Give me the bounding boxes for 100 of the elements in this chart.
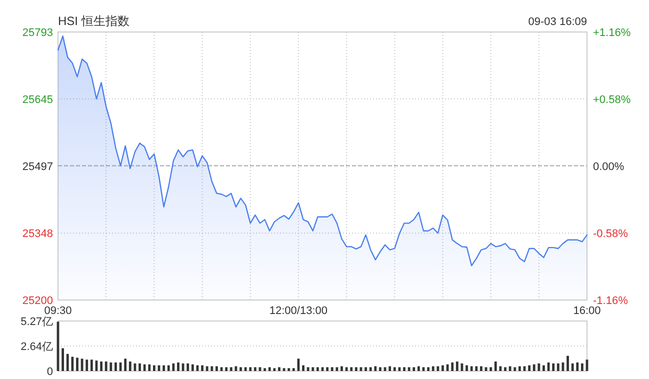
bar — [566, 356, 569, 371]
chart-title: HSI 恒生指数 — [58, 14, 130, 28]
bar — [556, 363, 560, 371]
bar — [326, 367, 328, 371]
bar — [388, 366, 392, 371]
y-tick-label: 0 — [46, 366, 53, 378]
bar — [114, 362, 117, 371]
bar — [393, 367, 396, 371]
bar — [138, 363, 141, 371]
bar — [104, 362, 108, 371]
y-tick-label: 5.27亿 — [20, 316, 53, 328]
y-tick-label: 2.64亿 — [20, 340, 53, 353]
bar — [475, 366, 478, 371]
bar — [427, 367, 430, 371]
bar — [71, 356, 74, 371]
bar — [490, 367, 492, 371]
bar — [514, 367, 516, 371]
bar — [528, 365, 530, 371]
x-tick-label: 12:00/13:00 — [269, 305, 328, 317]
bar — [264, 368, 266, 371]
bar — [316, 367, 319, 371]
x-tick-label: 09:30 — [44, 305, 72, 317]
y-tick-label: 25645 — [22, 94, 53, 106]
bar — [499, 366, 502, 371]
bar — [350, 367, 353, 371]
bar — [408, 367, 410, 371]
bar — [201, 365, 204, 371]
bar — [436, 366, 440, 371]
bar — [581, 363, 584, 371]
bar — [538, 363, 540, 371]
bar — [470, 366, 473, 371]
bar — [364, 367, 367, 371]
bar — [480, 366, 482, 371]
bar — [152, 365, 156, 371]
bar — [143, 364, 146, 371]
bar — [330, 367, 334, 371]
bar — [466, 365, 468, 371]
y-tick-label: 25200 — [22, 295, 53, 307]
bar — [100, 362, 102, 371]
bar — [532, 364, 536, 371]
bar — [369, 367, 372, 371]
bar — [336, 367, 338, 371]
bar — [451, 362, 454, 371]
bar — [186, 363, 190, 371]
bar — [288, 368, 290, 371]
bar — [240, 367, 242, 371]
bar — [234, 366, 238, 371]
bar — [148, 364, 151, 371]
bar — [268, 367, 271, 371]
bar — [172, 363, 175, 371]
bar — [273, 368, 276, 371]
y-tick-label: 25497 — [22, 160, 53, 173]
bar — [494, 362, 497, 371]
x-tick-label: 16:00 — [573, 305, 601, 317]
bar — [128, 362, 132, 371]
bar — [456, 362, 458, 371]
bar — [216, 366, 218, 371]
bar — [403, 367, 406, 371]
bar — [518, 366, 521, 371]
bar — [66, 354, 69, 371]
bar — [249, 367, 252, 371]
bar — [167, 365, 170, 371]
y2-tick-label: +1.16% — [593, 27, 631, 39]
bar — [302, 365, 304, 371]
bar — [90, 360, 93, 371]
bar — [552, 363, 555, 371]
bar — [225, 367, 228, 371]
bar — [312, 367, 314, 371]
bar — [177, 362, 180, 371]
bar — [576, 362, 579, 371]
bar — [254, 367, 256, 371]
bar — [442, 365, 444, 371]
bar — [292, 368, 295, 371]
y2-tick-label: 0.00% — [593, 161, 624, 173]
bar — [278, 367, 280, 371]
bar — [412, 367, 416, 371]
bar — [340, 366, 343, 371]
bar — [206, 366, 208, 371]
bar — [542, 365, 545, 371]
bar — [417, 366, 420, 371]
y2-tick-label: -0.58% — [593, 228, 628, 240]
bar — [86, 360, 88, 371]
bar — [162, 365, 165, 371]
bar — [76, 358, 78, 371]
bar — [230, 367, 232, 371]
y-tick-label: 25348 — [22, 228, 53, 240]
bar — [210, 366, 214, 371]
bar — [306, 367, 310, 371]
bar — [379, 367, 382, 371]
bar — [571, 363, 574, 371]
bar — [110, 362, 112, 371]
bar — [504, 367, 506, 371]
text: 09-03 16:09 — [528, 16, 587, 28]
bar — [124, 358, 127, 371]
y2-tick-label: +0.58% — [593, 94, 631, 106]
bar — [354, 367, 358, 371]
bar — [191, 364, 194, 371]
bar — [432, 366, 434, 371]
bar — [374, 366, 377, 371]
y2-tick-label: -1.16% — [593, 295, 628, 307]
